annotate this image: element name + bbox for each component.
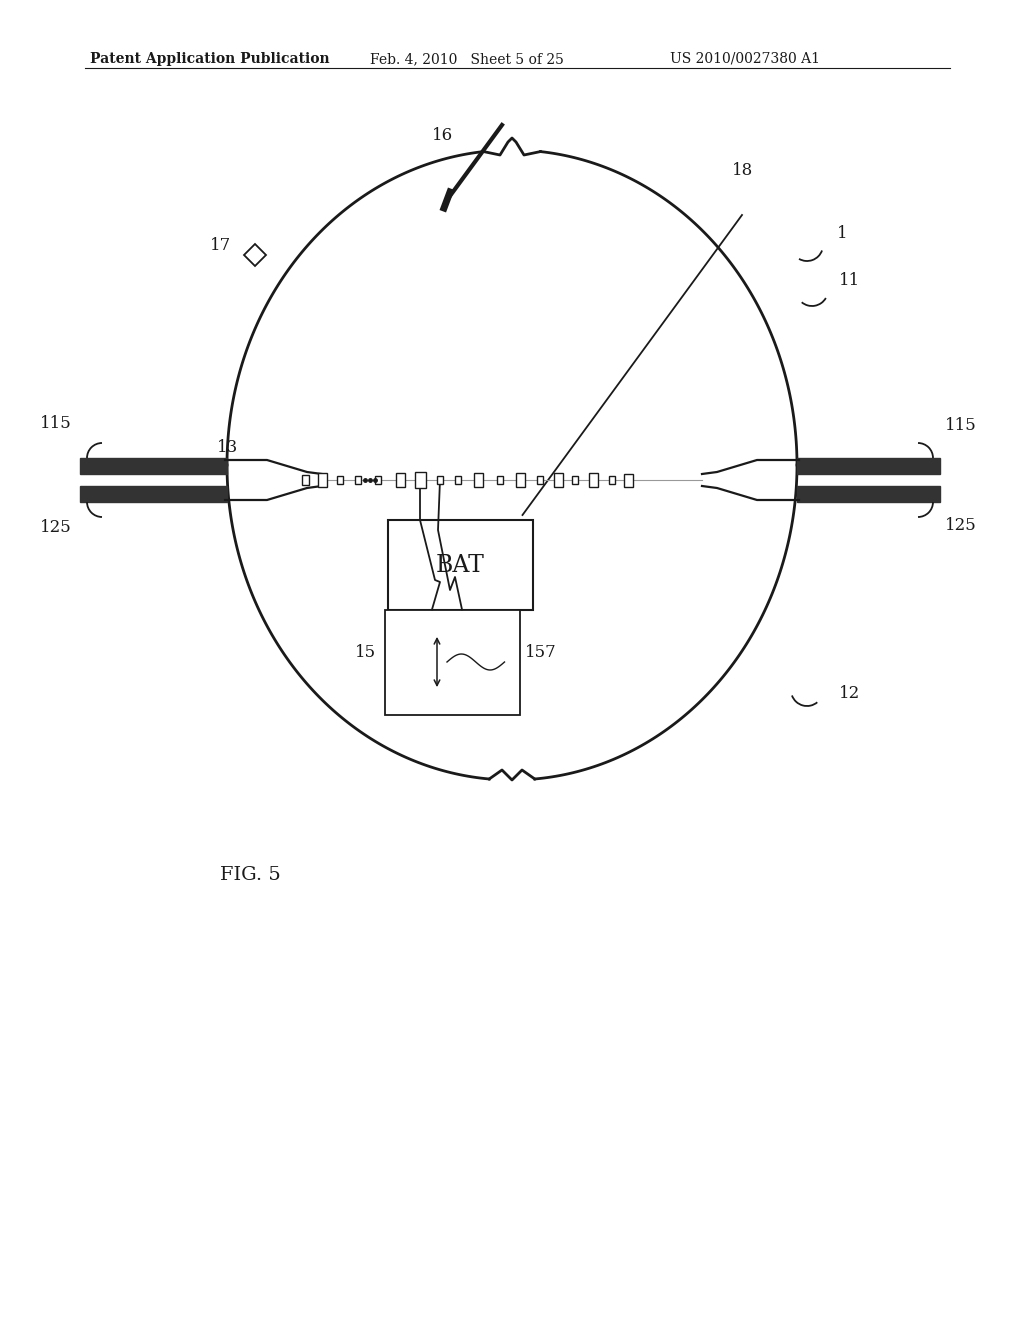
Text: 16: 16	[432, 127, 454, 144]
Text: 125: 125	[945, 517, 977, 535]
Text: 115: 115	[40, 414, 72, 432]
Text: FIG. 5: FIG. 5	[220, 866, 281, 884]
Text: 1: 1	[837, 224, 848, 242]
Bar	[624, 474, 633, 487]
Text: 17: 17	[210, 238, 231, 253]
Bar	[537, 477, 543, 484]
Bar	[387, 520, 532, 610]
Text: 125: 125	[40, 519, 72, 536]
Bar	[317, 473, 327, 487]
Bar	[497, 477, 503, 484]
Text: US 2010/0027380 A1: US 2010/0027380 A1	[670, 51, 820, 66]
Bar	[395, 473, 404, 487]
Bar	[80, 486, 227, 502]
Bar	[572, 477, 578, 484]
Polygon shape	[244, 244, 266, 267]
Bar	[797, 486, 940, 502]
Text: 157: 157	[524, 644, 556, 661]
Bar	[554, 473, 562, 487]
Bar	[384, 610, 519, 714]
Bar	[515, 473, 524, 487]
Text: 18: 18	[732, 162, 754, 180]
Bar	[355, 477, 361, 484]
Bar	[589, 473, 597, 487]
Bar	[473, 473, 482, 487]
Text: 11: 11	[839, 272, 860, 289]
Text: Feb. 4, 2010   Sheet 5 of 25: Feb. 4, 2010 Sheet 5 of 25	[370, 51, 564, 66]
Bar	[437, 477, 443, 484]
Bar	[609, 477, 615, 484]
Text: 12: 12	[839, 685, 860, 702]
Bar	[337, 477, 343, 484]
Text: 15: 15	[355, 644, 377, 661]
Text: Patent Application Publication: Patent Application Publication	[90, 51, 330, 66]
Bar	[375, 477, 381, 484]
Bar	[797, 458, 940, 474]
Bar	[415, 473, 426, 488]
Text: 13: 13	[217, 440, 239, 455]
Bar	[455, 477, 461, 484]
Bar	[301, 475, 308, 484]
Bar	[80, 458, 227, 474]
Text: 115: 115	[945, 417, 977, 434]
Text: BAT: BAT	[435, 553, 484, 577]
